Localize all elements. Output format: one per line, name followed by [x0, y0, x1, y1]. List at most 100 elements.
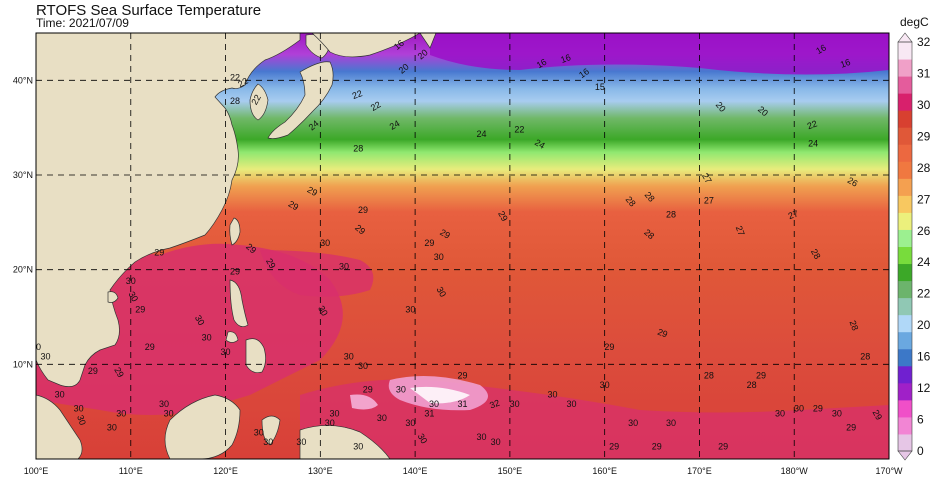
contour-label: 30	[353, 442, 363, 452]
colorbar-max-extend	[897, 32, 913, 43]
sulawesi	[261, 415, 281, 446]
contour-label: 16	[392, 38, 406, 52]
contour-label: 27	[734, 224, 747, 237]
colorbar: 0 6 12 16 20 22 24 26 27 28 29 30 31 32	[897, 32, 931, 461]
contour-label: 30	[416, 432, 430, 446]
contour-label: 28	[860, 352, 870, 362]
malay-peninsula	[36, 394, 83, 459]
colorbar-swatch	[898, 416, 912, 435]
contour-label: 29	[244, 241, 258, 255]
colorbar-swatch	[898, 399, 912, 418]
colorbar-tick-label: 12	[917, 381, 931, 395]
colorbar-swatch	[898, 246, 912, 265]
colorbar-swatch	[898, 314, 912, 333]
contour-label: 30	[405, 304, 415, 314]
colorbar-tick-label: 0	[917, 444, 924, 458]
contour-label: 30	[202, 333, 212, 343]
contour-label: 30	[193, 313, 207, 327]
contour-label: 30	[429, 399, 439, 409]
colorbar-tick-label: 16	[917, 350, 931, 364]
colorbar-swatch	[898, 178, 912, 196]
colorbar-swatch	[898, 110, 912, 128]
contour-label: 16	[577, 66, 591, 80]
colorbar-tick-label: 22	[917, 287, 931, 301]
contour-label: 30	[159, 399, 169, 409]
contour-label: 30	[107, 423, 117, 433]
colorbar-tick-label: 20	[917, 318, 931, 332]
contour-label: 29	[112, 365, 126, 379]
contour-label: 29	[230, 266, 240, 276]
contour-label: 29	[756, 371, 766, 381]
contour-label: 16	[559, 52, 572, 65]
contour-label: 30	[794, 404, 804, 414]
contour-label: 30	[40, 352, 50, 362]
contour-label: 28	[747, 380, 757, 390]
contour-label: 30	[164, 408, 174, 418]
latitude-tick-label: 30°N	[13, 170, 33, 180]
contour-label: 30	[666, 418, 676, 428]
contour-label: 30	[832, 408, 842, 418]
contour-label: 28	[643, 190, 657, 204]
colorbar-tick-label: 29	[917, 129, 931, 143]
colorbar-swatch	[898, 59, 912, 77]
contour-label: 20	[416, 47, 430, 61]
longitude-tick-label: 110°E	[119, 466, 143, 476]
colorbar-swatch	[898, 42, 912, 60]
colorbar-swatch	[898, 263, 912, 282]
philippines-visayas	[225, 331, 239, 343]
colorbar-tick-label: 30	[917, 98, 931, 112]
contour-label: 22	[230, 72, 240, 82]
contour-label: 30	[126, 276, 136, 286]
time-label: Time: 2021/07/09	[36, 16, 129, 30]
contour-label: 30	[320, 238, 330, 248]
latitude-tick-labels: 10°N 20°N 30°N 40°N	[13, 75, 33, 369]
hot-spot-core	[410, 386, 470, 404]
contour-label: 30	[296, 437, 306, 447]
contour-label: 28	[666, 210, 676, 220]
hainan	[107, 291, 119, 303]
contour-label: 27	[700, 171, 714, 185]
longitude-tick-label: 140°E	[403, 466, 428, 476]
contour-label: 16	[535, 57, 549, 71]
taiwan	[229, 217, 241, 246]
colorbar-swatch	[898, 161, 912, 179]
latitude-tick-label: 20°N	[13, 265, 33, 275]
contour-label: 30	[344, 352, 354, 362]
contour-label: 30	[628, 418, 638, 428]
colorbar-frame	[897, 41, 913, 452]
contour-label: 28	[809, 247, 823, 261]
japan-honshu	[267, 61, 334, 139]
contour-label: 29	[88, 366, 98, 376]
contour-label: 24	[808, 139, 818, 149]
contour-label: 28	[847, 319, 860, 332]
colorbar-swatch	[898, 212, 912, 230]
contour-label: 15	[595, 82, 605, 92]
contour-label: 22	[351, 88, 364, 101]
latitude-tick-label: 10°N	[13, 359, 33, 369]
contour-label: 24	[388, 118, 402, 132]
contour-label: 30	[510, 399, 520, 409]
contour-label: 29	[496, 209, 510, 223]
map-frame	[35, 32, 890, 460]
colorbar-swatch	[898, 127, 912, 145]
colorbar-swatch	[898, 280, 912, 299]
contour-label: 29	[438, 227, 452, 241]
hot-spot-east	[350, 394, 378, 410]
colorbar-swatch	[898, 229, 912, 247]
kamchatka-tip	[419, 33, 437, 49]
contour-label: 30	[434, 252, 444, 262]
contour-label: 30	[325, 418, 335, 428]
contour-label: 30	[600, 380, 610, 390]
contour-label: 24	[476, 129, 486, 139]
land-masses	[36, 33, 437, 459]
contour-label: 29	[604, 342, 614, 352]
contour-label: 29	[846, 423, 856, 433]
contour-label: 30	[254, 427, 264, 437]
contour-label: 28	[624, 194, 638, 208]
contour-label: 32	[488, 398, 501, 411]
contour-label: 29	[652, 442, 662, 452]
contour-label: 30	[55, 389, 65, 399]
contour-label: 16	[839, 57, 852, 70]
